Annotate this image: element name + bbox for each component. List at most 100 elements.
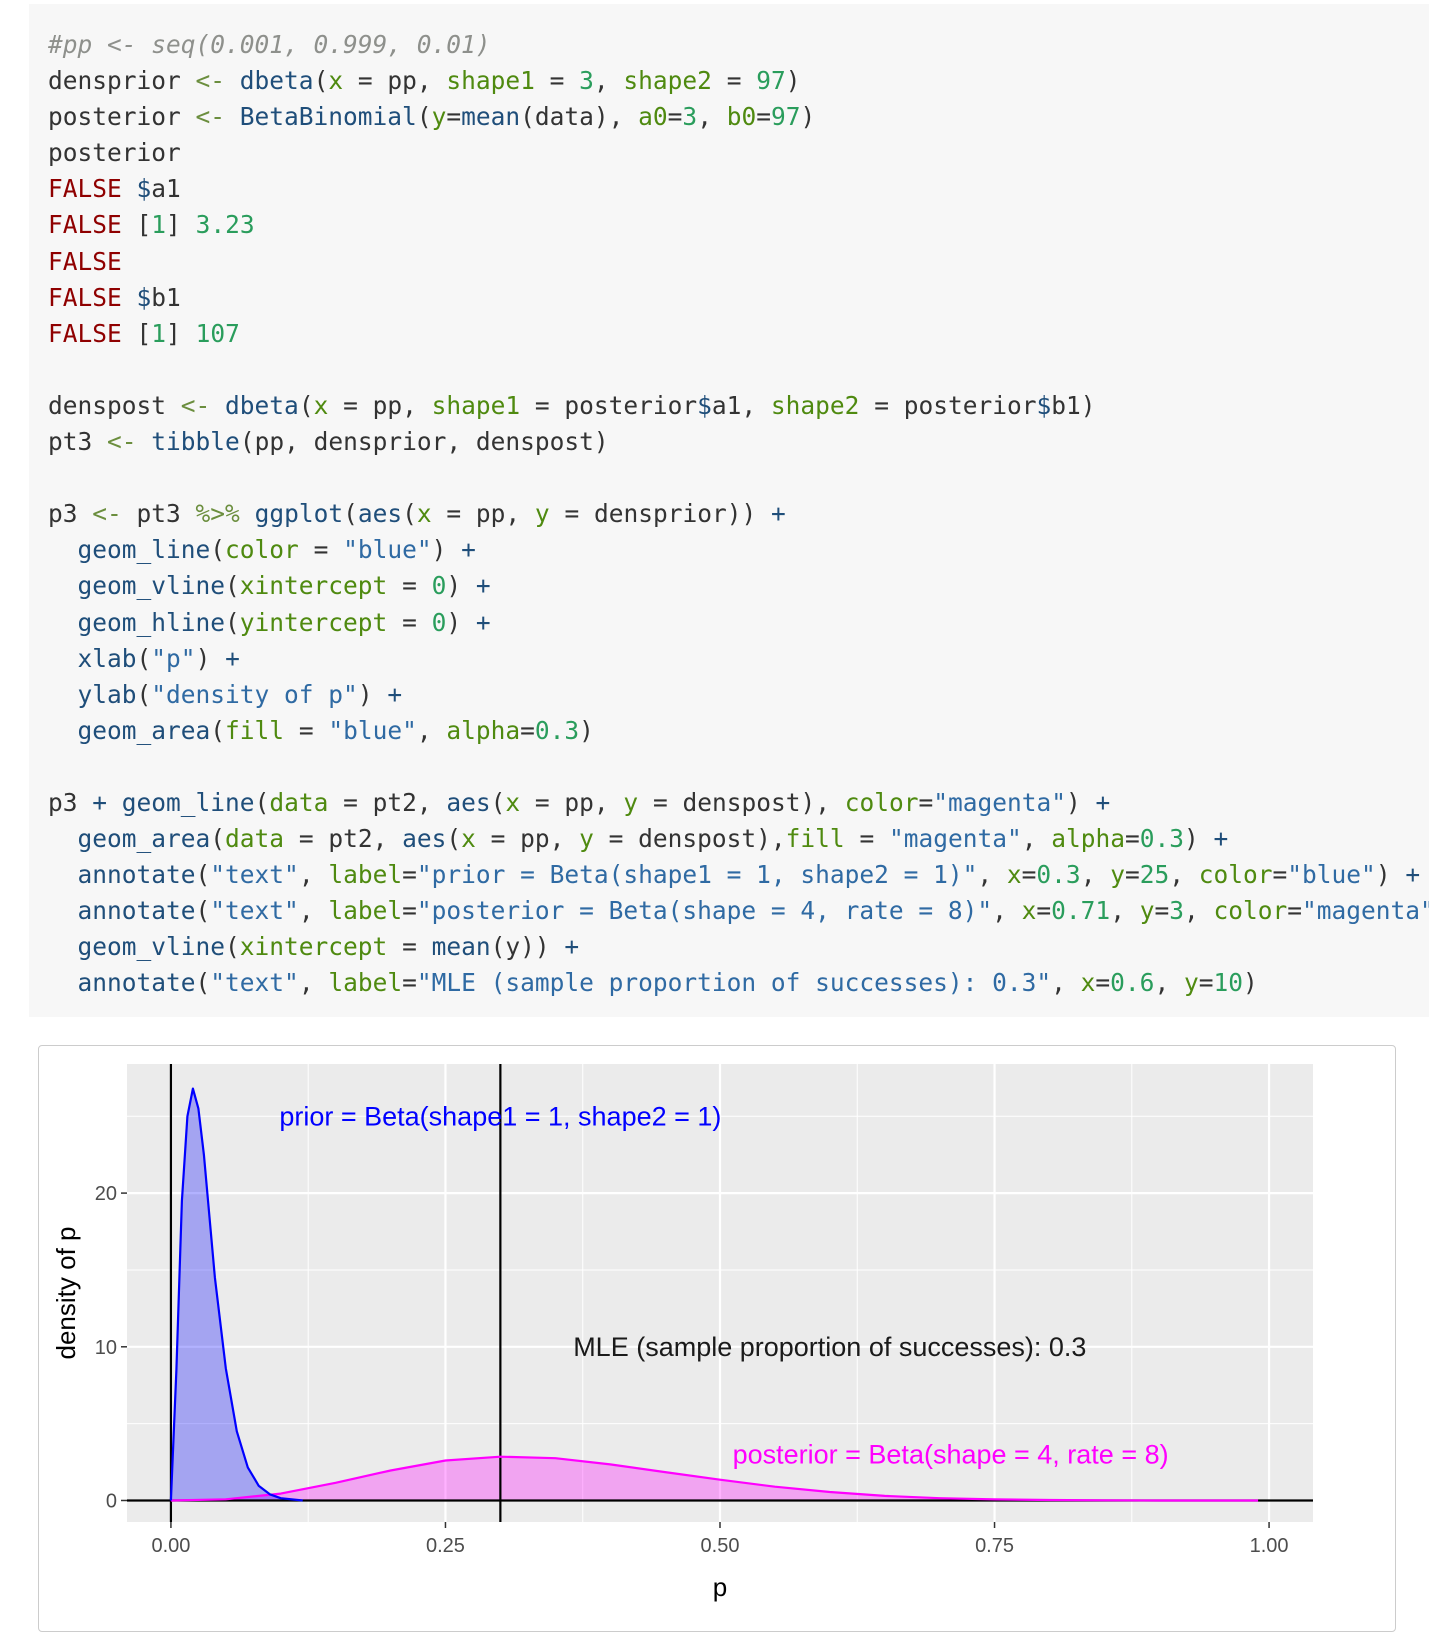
code-token: + bbox=[461, 535, 476, 565]
code-token: posterior bbox=[48, 138, 181, 168]
code-token: ( bbox=[195, 896, 211, 926]
code-token: = bbox=[667, 102, 683, 132]
code-token: geom_hline bbox=[77, 607, 226, 637]
code-token: color bbox=[225, 535, 299, 565]
x-tick-label: 0.00 bbox=[151, 1535, 190, 1557]
code-token: "text" bbox=[210, 896, 299, 926]
code-token bbox=[122, 174, 137, 203]
code-token: = bbox=[402, 896, 417, 926]
code-token: 0.3 bbox=[1139, 824, 1185, 854]
code-token: + bbox=[387, 679, 403, 709]
code-token: <- bbox=[195, 102, 226, 132]
y-tick-label: 20 bbox=[95, 1183, 117, 1205]
density-chart: 0.00 0.25 0.50 0.75 1.00 0 10 20 prior = Beta(s… bbox=[51, 1064, 1313, 1602]
code-token: p3 bbox=[48, 499, 93, 529]
code-token: ( bbox=[225, 932, 240, 962]
code-token: = bbox=[1125, 824, 1140, 854]
code-token: posterior bbox=[48, 102, 196, 132]
code-token: ( bbox=[210, 535, 226, 565]
code-token: = densprior)) bbox=[549, 499, 771, 529]
code-token: = bbox=[534, 66, 580, 96]
code-token: ( bbox=[402, 499, 417, 529]
code-token: "blue" bbox=[328, 715, 417, 745]
code-token: 107 bbox=[195, 318, 240, 348]
code-token: y bbox=[431, 102, 447, 132]
code-token bbox=[48, 716, 78, 745]
code-token: aes bbox=[446, 787, 491, 817]
code-token: + bbox=[1213, 824, 1229, 854]
code-token: + bbox=[475, 607, 491, 637]
code-token: ( bbox=[136, 679, 152, 709]
code-token: 0 bbox=[431, 571, 447, 601]
code-token: dbeta bbox=[225, 390, 299, 420]
code-token: ) bbox=[1243, 968, 1258, 998]
code-token: alpha bbox=[1051, 824, 1125, 854]
code-token: = posterior bbox=[520, 390, 698, 420]
code-token: color bbox=[844, 787, 919, 817]
code-token: , bbox=[298, 968, 329, 998]
code-line: densprior <- dbeta(x = pp, shape1 = 3, s… bbox=[48, 63, 1429, 99]
code-token: denspost bbox=[48, 390, 181, 420]
code-token: , bbox=[416, 715, 447, 745]
code-token: ) bbox=[431, 535, 462, 565]
code-token: = bbox=[918, 787, 934, 817]
code-token: = pt2, bbox=[284, 824, 403, 854]
code-token: + bbox=[770, 499, 786, 529]
code-token: ( bbox=[225, 571, 240, 601]
posterior-line bbox=[170, 1455, 1259, 1502]
code-token bbox=[137, 427, 152, 456]
code-token bbox=[210, 391, 225, 420]
code-token: %>% bbox=[195, 499, 240, 529]
code-token: xlab bbox=[77, 643, 137, 673]
code-token: <- bbox=[195, 66, 226, 96]
code-token: , bbox=[1110, 896, 1140, 926]
code-token: "magenta" bbox=[888, 824, 1022, 854]
code-token: , bbox=[298, 860, 329, 890]
code-token: 25 bbox=[1139, 860, 1170, 890]
code-token: , bbox=[1169, 860, 1199, 890]
code-token bbox=[48, 860, 78, 889]
code-token: = bbox=[844, 824, 889, 854]
code-token: label bbox=[328, 860, 403, 890]
x-tick-label: 0.75 bbox=[975, 1535, 1014, 1557]
code-line: FALSE $b1 bbox=[48, 280, 1429, 316]
code-line: FALSE [1] 107 bbox=[48, 316, 1429, 352]
code-token: annotate bbox=[77, 896, 196, 926]
code-token: aes bbox=[402, 824, 447, 854]
code-token: ( bbox=[490, 787, 506, 817]
code-token: ) bbox=[785, 66, 801, 96]
mle-label: MLE (sample proportion of successes): 0.… bbox=[573, 1332, 1086, 1362]
code-token: = bbox=[284, 715, 329, 745]
annotations: prior = Beta(shape1 = 1, shape2 = 1) MLE … bbox=[279, 1101, 1168, 1469]
code-token: <- bbox=[180, 390, 211, 420]
code-token bbox=[48, 535, 78, 564]
code-token: + bbox=[1405, 860, 1421, 890]
code-token: = pp, bbox=[431, 499, 535, 529]
code-token: shape1 bbox=[431, 390, 521, 420]
code-token: = pp, bbox=[520, 787, 624, 817]
code-token: "prior = Beta(shape1 = 1, shape2 = 1)" bbox=[416, 860, 978, 890]
code-token: fill bbox=[785, 824, 845, 854]
y-axis-title: density of p bbox=[51, 1227, 81, 1360]
code-token: ) bbox=[800, 102, 816, 132]
code-token: ) bbox=[446, 571, 476, 601]
code-token: y bbox=[1139, 896, 1155, 926]
code-token: FALSE bbox=[48, 246, 122, 276]
code-token: ( bbox=[416, 102, 432, 132]
code-token bbox=[48, 932, 78, 961]
code-line: annotate("text", label="posterior = Beta… bbox=[48, 893, 1429, 929]
code-token: aes bbox=[357, 499, 403, 529]
code-token: geom_line bbox=[121, 787, 255, 817]
code-token: $ bbox=[1036, 390, 1052, 420]
code-token: ) bbox=[1184, 824, 1214, 854]
code-line: geom_area(data = pt2, aes(x = pp, y = de… bbox=[48, 821, 1429, 857]
code-token: = bbox=[402, 968, 417, 998]
code-token bbox=[225, 66, 240, 95]
code-token: = bbox=[446, 102, 462, 132]
code-token: geom_line bbox=[77, 535, 211, 565]
code-token: <- bbox=[92, 499, 122, 529]
code-token: = bbox=[1095, 968, 1111, 998]
code-token: geom_vline bbox=[77, 932, 226, 962]
code-token: = posterior bbox=[859, 390, 1037, 420]
code-token bbox=[48, 680, 78, 709]
